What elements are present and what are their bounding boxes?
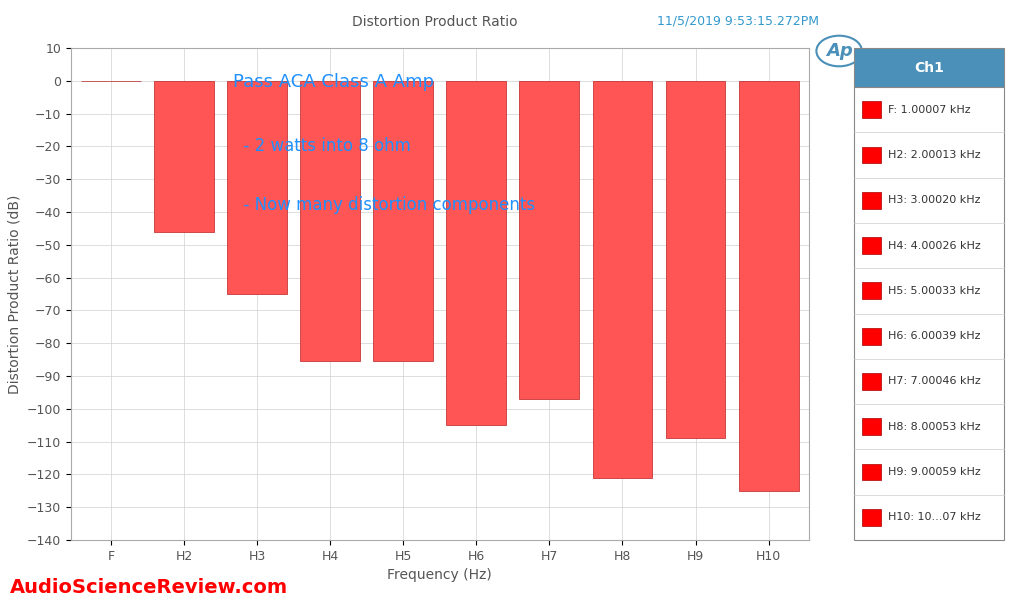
- Bar: [665, 81, 726, 439]
- Bar: [520, 81, 579, 399]
- Text: H9: 9.00059 kHz: H9: 9.00059 kHz: [888, 467, 981, 477]
- Text: - Now many distortion components: - Now many distortion components: [234, 196, 535, 214]
- Text: - 2 watts into 8 ohm: - 2 watts into 8 ohm: [234, 137, 411, 155]
- Bar: [447, 81, 507, 425]
- Bar: [300, 81, 360, 361]
- Text: H3: 3.00020 kHz: H3: 3.00020 kHz: [888, 195, 980, 205]
- Text: H7: 7.00046 kHz: H7: 7.00046 kHz: [888, 376, 981, 386]
- Text: AudioScienceReview.com: AudioScienceReview.com: [10, 578, 288, 597]
- Text: H2: 2.00013 kHz: H2: 2.00013 kHz: [888, 150, 981, 160]
- Text: 11/5/2019 9:53:15.272PM: 11/5/2019 9:53:15.272PM: [657, 15, 819, 28]
- Text: H4: 4.00026 kHz: H4: 4.00026 kHz: [888, 241, 981, 251]
- Text: H5: 5.00033 kHz: H5: 5.00033 kHz: [888, 286, 980, 296]
- Bar: [154, 81, 214, 232]
- Text: Pass ACA Class A Amp: Pass ACA Class A Amp: [234, 73, 435, 91]
- Y-axis label: Distortion Product Ratio (dB): Distortion Product Ratio (dB): [7, 194, 21, 394]
- Bar: [227, 81, 287, 294]
- Text: H6: 6.00039 kHz: H6: 6.00039 kHz: [888, 331, 980, 341]
- Text: F: 1.00007 kHz: F: 1.00007 kHz: [888, 104, 971, 115]
- Text: H10: 10...07 kHz: H10: 10...07 kHz: [888, 512, 981, 523]
- Bar: [592, 81, 652, 478]
- Text: H8: 8.00053 kHz: H8: 8.00053 kHz: [888, 422, 981, 432]
- Text: Ch1: Ch1: [914, 61, 944, 74]
- X-axis label: Frequency (Hz): Frequency (Hz): [387, 568, 492, 582]
- Bar: [739, 81, 799, 491]
- Text: Ap: Ap: [826, 42, 852, 60]
- Text: Distortion Product Ratio: Distortion Product Ratio: [352, 15, 518, 29]
- Bar: [373, 81, 433, 361]
